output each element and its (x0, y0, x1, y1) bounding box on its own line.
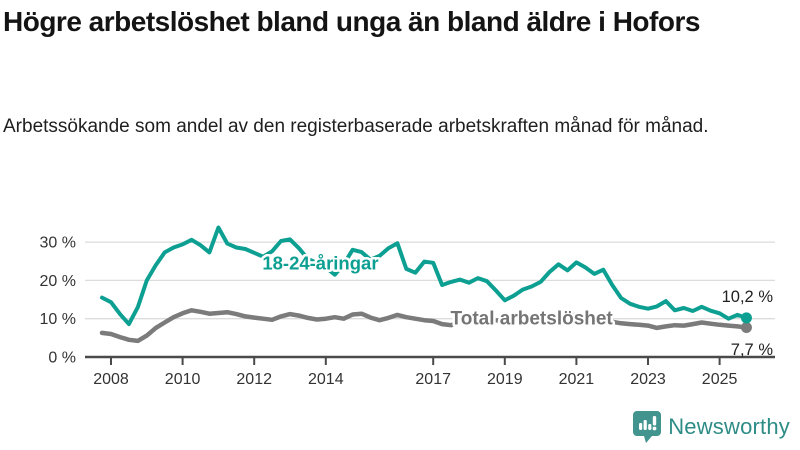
x-axis-tick-label: 2010 (165, 371, 201, 388)
newsworthy-bar-chart-bubble-icon (633, 410, 662, 443)
series-end-value-label: 10,2 % (722, 288, 774, 306)
y-axis-tick-label: 0 % (48, 350, 76, 367)
series-end-value-label: 7,7 % (731, 341, 774, 359)
series-inline-label: 18-24-åringar (262, 253, 378, 274)
series-end-dot-total-arbetslöshet (740, 322, 752, 334)
chart-subtitle: Arbetssökande som andel av den registerb… (3, 116, 709, 137)
x-axis-tick-label: 2025 (702, 371, 738, 388)
x-axis-tick-label: 2014 (308, 371, 344, 388)
newsworthy-logo-text: Newsworthy (668, 414, 790, 439)
series-line-18-24-åringar (100, 225, 749, 327)
y-axis-tick-label: 30 % (40, 235, 76, 252)
series-inline-label: Total arbetslöshet (451, 308, 614, 329)
y-axis-tick-label: 20 % (40, 273, 76, 290)
newsworthy-logo[interactable]: Newsworthy (633, 410, 790, 444)
series-line-total-arbetslöshet (99, 308, 749, 344)
chart-title: Högre arbetslöshet bland unga än bland ä… (3, 6, 700, 37)
x-axis-tick-label: 2019 (487, 371, 523, 388)
y-axis-tick-label: 10 % (40, 311, 76, 328)
x-axis-tick-label: 2021 (559, 371, 595, 388)
x-axis-tick-label: 2017 (415, 371, 451, 388)
x-axis-tick-label: 2008 (93, 371, 129, 388)
series-end-dot-18-24-åringar (740, 312, 752, 324)
x-axis-tick-label: 2023 (630, 371, 666, 388)
x-axis-tick-label: 2012 (236, 371, 272, 388)
